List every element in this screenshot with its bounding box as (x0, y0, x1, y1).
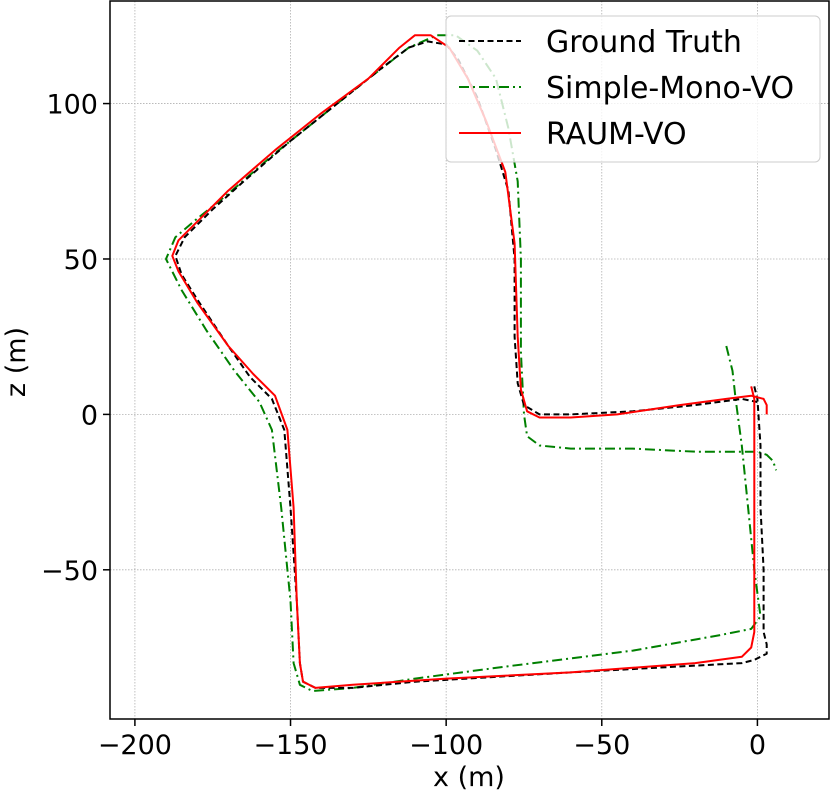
legend: Ground Truth Simple-Mono-VO RAUM-VO (445, 15, 821, 163)
legend-box (445, 15, 821, 163)
y-tick-label: 0 (81, 400, 98, 431)
simple-mono-vo-line (165, 34, 778, 692)
y-axis-title: z (m) (1, 327, 32, 397)
x-tick-label: 0 (749, 730, 766, 761)
x-tick-label: −50 (573, 730, 630, 761)
x-tick-label: −100 (409, 730, 483, 761)
y-tick-label: 50 (64, 245, 98, 276)
legend-label-simple-mono-vo: Simple-Mono-VO (546, 71, 794, 106)
series-layer (165, 34, 778, 692)
raum-vo-line (171, 34, 768, 689)
x-tick-label: −200 (98, 730, 172, 761)
y-tick-label: −50 (41, 556, 98, 587)
axis-ticks: −200 −150 −100 −50 0 −50 0 50 100 (41, 90, 766, 761)
x-axis-title: x (m) (433, 762, 505, 793)
x-tick-label: −150 (253, 730, 327, 761)
ground-truth-line (174, 40, 768, 689)
plot-frame (109, 0, 830, 720)
y-tick-label: 100 (46, 90, 98, 121)
legend-label-raum-vo: RAUM-VO (546, 117, 687, 152)
legend-label-ground-truth: Ground Truth (546, 25, 742, 60)
